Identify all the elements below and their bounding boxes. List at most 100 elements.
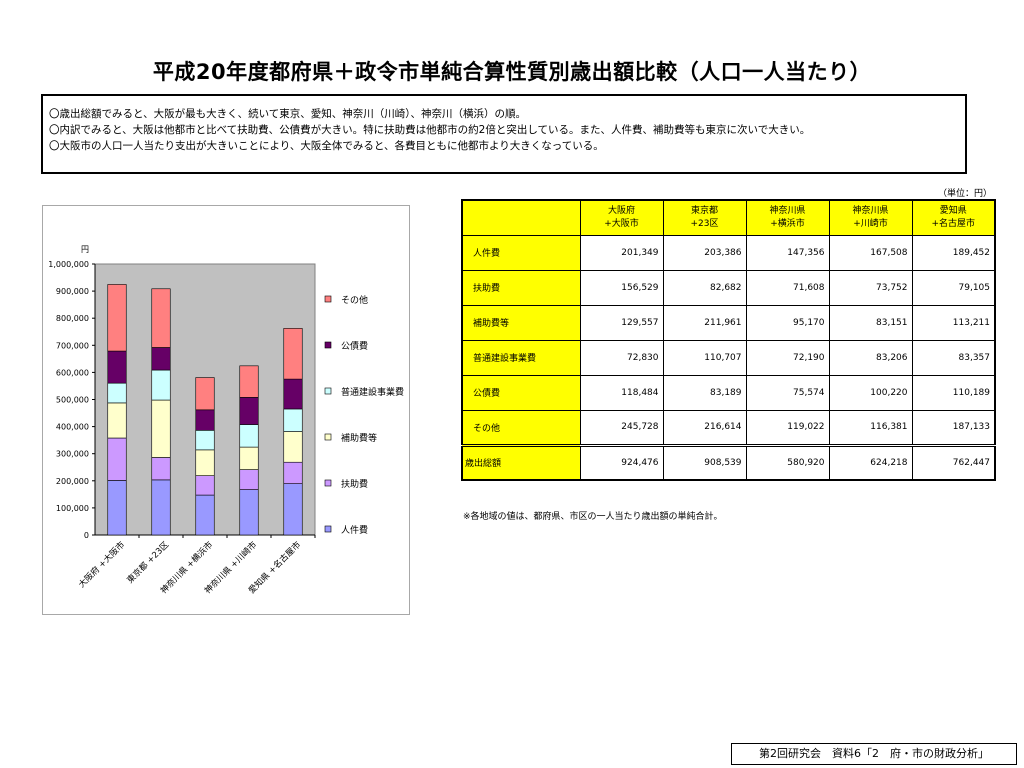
bar-segment (151, 369, 171, 401)
bar-segment (239, 365, 259, 398)
legend-label: 人件費 (341, 524, 368, 536)
table-cell: 116,381 (828, 409, 913, 446)
y-tick-label: 100,000 (56, 504, 89, 513)
bar-segment (151, 457, 171, 481)
table-cell: 580,920 (745, 443, 830, 481)
chart-canvas: 0 100,000 200,000 300,000 400,000 500,000 600,… (48, 245, 404, 596)
bar-segment (107, 382, 127, 404)
y-tick-label: 200,000 (56, 477, 89, 486)
bar-segment (151, 479, 171, 536)
row-label: 補助費等 (461, 304, 581, 341)
table-cell: 83,189 (662, 374, 747, 411)
page-title: 平成20年度都府県＋政令市単純合算性質別歳出額比較（人口一人当たり） (152, 60, 872, 84)
table-cell: 75,574 (745, 374, 830, 411)
legend-label: 扶助費 (341, 478, 368, 490)
table-cell: 245,728 (579, 409, 664, 446)
table-cell: 113,211 (911, 304, 996, 341)
legend-swatch (324, 479, 332, 487)
table-cell: 83,151 (828, 304, 913, 341)
column-header: 愛知県 +名古屋市 (911, 199, 996, 236)
bar-segment (283, 408, 303, 432)
stacked-bar-chart: 0 100,000 200,000 300,000 400,000 500,000 600,… (42, 205, 410, 615)
footer-label: 第2回研究会 資料6「2 府・市の財政分析」 (731, 743, 1017, 765)
legend-label: 補助費等 (341, 432, 377, 444)
y-tick-label: 0 (84, 531, 89, 540)
summary-line-1: 〇歳出総額でみると、大阪が最も大きく、続いて東京、愛知、神奈川（川崎）、神奈川（… (49, 108, 527, 120)
bar-segment (195, 449, 215, 476)
bar-segment (107, 437, 127, 481)
column-header: 神奈川県 +川崎市 (828, 199, 913, 236)
bar-segment (195, 475, 215, 496)
row-label: 扶助費 (461, 269, 581, 306)
bar-segment (107, 480, 127, 536)
table-header-row: 大阪府 +大阪市 東京都 +23区 神奈川県 +横浜市 神奈川県 +川崎市 愛知… (461, 199, 996, 236)
y-tick-label: 300,000 (56, 450, 89, 459)
legend-swatch (324, 525, 332, 533)
table-total-row: 歳出総額 924,476 908,539 580,920 624,218 762,447 (461, 443, 996, 481)
table-cell: 95,170 (745, 304, 830, 341)
table-cell: 203,386 (662, 234, 747, 271)
legend-swatch (324, 295, 332, 303)
table-cell: 167,508 (828, 234, 913, 271)
row-label: 普通建設事業費 (461, 339, 581, 376)
bar-segment (195, 430, 215, 451)
legend-label: 公債費 (341, 340, 368, 352)
table-note: ※各地域の値は、都府県、市区の一人当たり歳出額の単純合計。 (463, 512, 723, 522)
column-header: 大阪府 +大阪市 (579, 199, 664, 236)
row-label: 公債費 (461, 374, 581, 411)
table-cell: 82,682 (662, 269, 747, 306)
bar-segment (107, 284, 127, 352)
table-cell: 100,220 (828, 374, 913, 411)
summary-line-2: 〇内訳でみると、大阪は他都市と比べて扶助費、公債費が大きい。特に扶助費は他都市の… (49, 124, 811, 136)
table-cell: 211,961 (662, 304, 747, 341)
table-cell: 110,189 (911, 374, 996, 411)
table-row: 人件費 201,349 203,386 147,356 167,508 189,452 (461, 234, 996, 271)
bar-segment (151, 347, 171, 371)
y-tick-label: 600,000 (56, 368, 89, 377)
y-tick-label: 900,000 (56, 287, 89, 296)
bar-segment (107, 402, 127, 439)
bar-segment (283, 461, 303, 484)
table-cell: 71,608 (745, 269, 830, 306)
bar-segment (195, 494, 215, 536)
summary-line-3: 〇大阪市の人口一人当たり支出が大きいことにより、大阪全体でみると、各費目ともに他… (49, 140, 604, 152)
table-corner-cell (461, 199, 581, 236)
table-cell: 908,539 (662, 443, 747, 481)
table-cell: 118,484 (579, 374, 664, 411)
bar-segment (239, 469, 259, 490)
legend-label: その他 (341, 294, 368, 306)
table-row: 公債費 118,484 83,189 75,574 100,220 110,189 (461, 374, 996, 411)
bar-segment (239, 446, 259, 470)
table-row: 普通建設事業費 72,830 110,707 72,190 83,206 83,357 (461, 339, 996, 376)
table-row: 扶助費 156,529 82,682 71,608 73,752 79,105 (461, 269, 996, 306)
bar-segment (195, 409, 215, 431)
table-cell: 73,752 (828, 269, 913, 306)
column-header: 神奈川県 +横浜市 (745, 199, 830, 236)
y-tick-label: 500,000 (56, 396, 89, 405)
bar-segment (151, 399, 171, 458)
bar-segment (239, 489, 259, 536)
table-cell: 119,022 (745, 409, 830, 446)
table-cell: 147,356 (745, 234, 830, 271)
table-cell: 624,218 (828, 443, 913, 481)
legend-swatch (324, 341, 332, 349)
table-cell: 72,830 (579, 339, 664, 376)
summary-box: 〇歳出総額でみると、大阪が最も大きく、続いて東京、愛知、神奈川（川崎）、神奈川（… (41, 94, 967, 174)
table-cell: 83,357 (911, 339, 996, 376)
table-cell: 201,349 (579, 234, 664, 271)
table-cell: 924,476 (579, 443, 664, 481)
x-tick-label: 東京都 +23区 (125, 539, 172, 586)
table-cell: 187,133 (911, 409, 996, 446)
bar-segment (283, 378, 303, 410)
row-label: 人件費 (461, 234, 581, 271)
legend-label: 普通建設事業費 (341, 386, 404, 398)
bar-segment (283, 328, 303, 380)
y-tick-label: 700,000 (56, 341, 89, 350)
expenditure-table: 大阪府 +大阪市 東京都 +23区 神奈川県 +横浜市 神奈川県 +川崎市 愛知… (461, 199, 996, 481)
table-row: 補助費等 129,557 211,961 95,170 83,151 113,211 (461, 304, 996, 341)
bar-segment (283, 483, 303, 536)
table-row: その他 245,728 216,614 119,022 116,381 187,133 (461, 409, 996, 446)
table-cell: 79,105 (911, 269, 996, 306)
bar-segment (239, 424, 259, 448)
bar-segment (195, 377, 215, 411)
